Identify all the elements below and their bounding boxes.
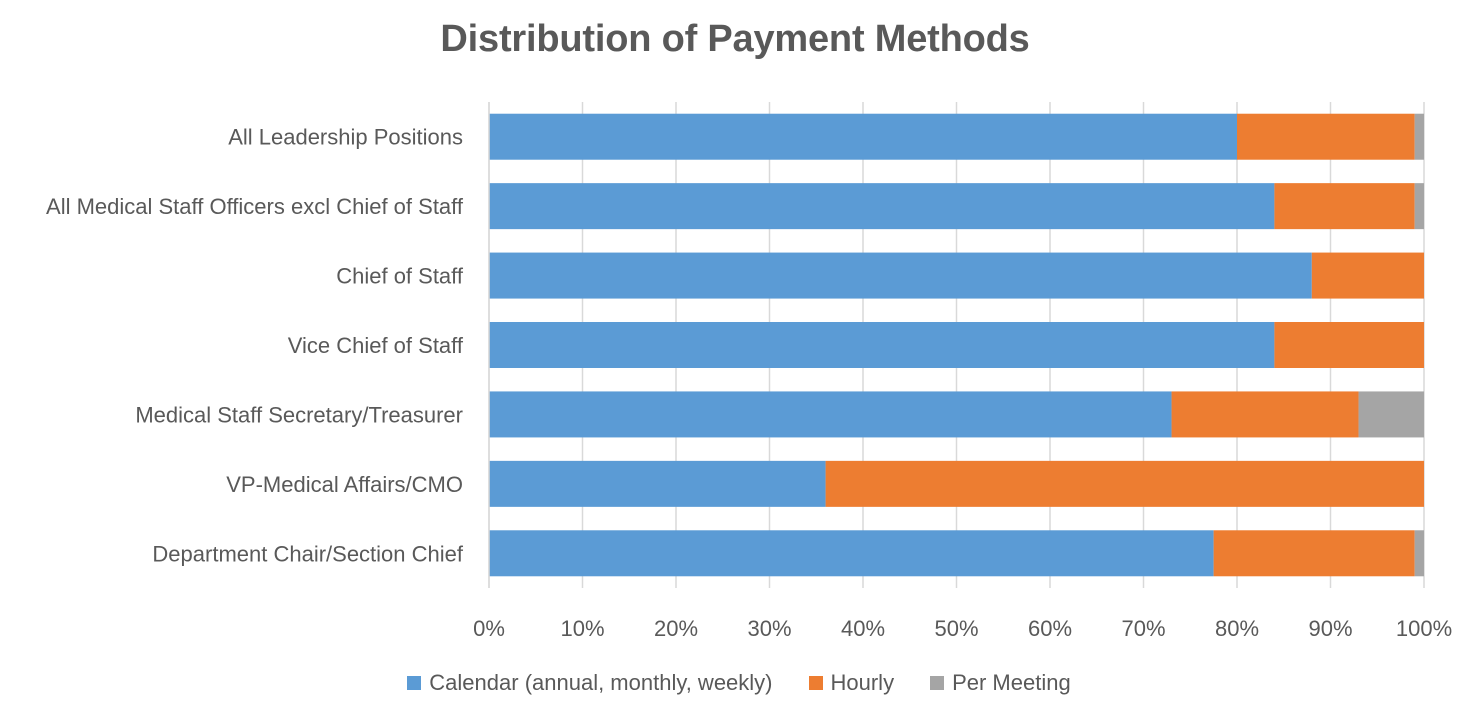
chart-legend: Calendar (annual, monthly, weekly) Hourly… [0, 670, 1478, 696]
bar-segment-1 [489, 322, 1275, 368]
x-tick-label: 70% [1121, 616, 1165, 641]
legend-swatch [930, 676, 945, 690]
legend-label: Hourly [830, 670, 895, 695]
bar-segment-2 [1274, 183, 1415, 230]
legend-swatch [808, 676, 823, 690]
x-tick-label: 10% [560, 616, 604, 641]
bar-segment-2 [1213, 530, 1415, 577]
x-tick-label: 90% [1308, 616, 1352, 641]
legend-label: Calendar (annual, monthly, weekly) [429, 670, 773, 695]
chart-title: Distribution of Payment Methods [440, 18, 1030, 60]
bar-segment-1 [489, 391, 1172, 438]
bar-segment-2 [1237, 113, 1415, 160]
category-label: Medical Staff Secretary/Treasurer [135, 402, 463, 427]
bar-segment-3 [1414, 183, 1424, 230]
category-label: Department Chair/Section Chief [152, 541, 463, 566]
x-tick-label: 80% [1215, 616, 1259, 641]
x-tick-label: 50% [934, 616, 978, 641]
bar-segment-2 [1171, 391, 1359, 438]
legend-item: Per Meeting [930, 670, 1071, 696]
bar-segment-3 [1414, 113, 1424, 160]
x-tick-label: 30% [747, 616, 791, 641]
bar-segment-1 [489, 113, 1237, 160]
legend-swatch [407, 676, 422, 690]
bar-segment-2 [1311, 252, 1424, 299]
bar-segment-1 [489, 252, 1312, 299]
legend-item: Hourly [808, 670, 895, 696]
x-tick-label: 40% [841, 616, 885, 641]
category-label: All Medical Staff Officers excl Chief of… [46, 194, 464, 219]
x-tick-label: 100% [1396, 616, 1452, 641]
legend-label: Per Meeting [952, 670, 1071, 695]
bar-segment-1 [489, 183, 1275, 230]
category-label: All Leadership Positions [228, 125, 463, 150]
category-label: VP-Medical Affairs/CMO [226, 472, 463, 497]
legend-item: Calendar (annual, monthly, weekly) [407, 670, 773, 696]
category-label: Chief of Staff [336, 264, 464, 289]
bar-segment-2 [825, 460, 1424, 507]
bar-segment-3 [1358, 391, 1424, 438]
bar-segment-1 [489, 460, 826, 507]
bar-segment-3 [1414, 530, 1424, 577]
category-label: Vice Chief of Staff [288, 333, 464, 358]
x-tick-label: 0% [473, 616, 505, 641]
bar-segment-1 [489, 530, 1214, 577]
x-tick-label: 20% [654, 616, 698, 641]
bar-segment-2 [1274, 322, 1424, 368]
x-tick-label: 60% [1028, 616, 1072, 641]
